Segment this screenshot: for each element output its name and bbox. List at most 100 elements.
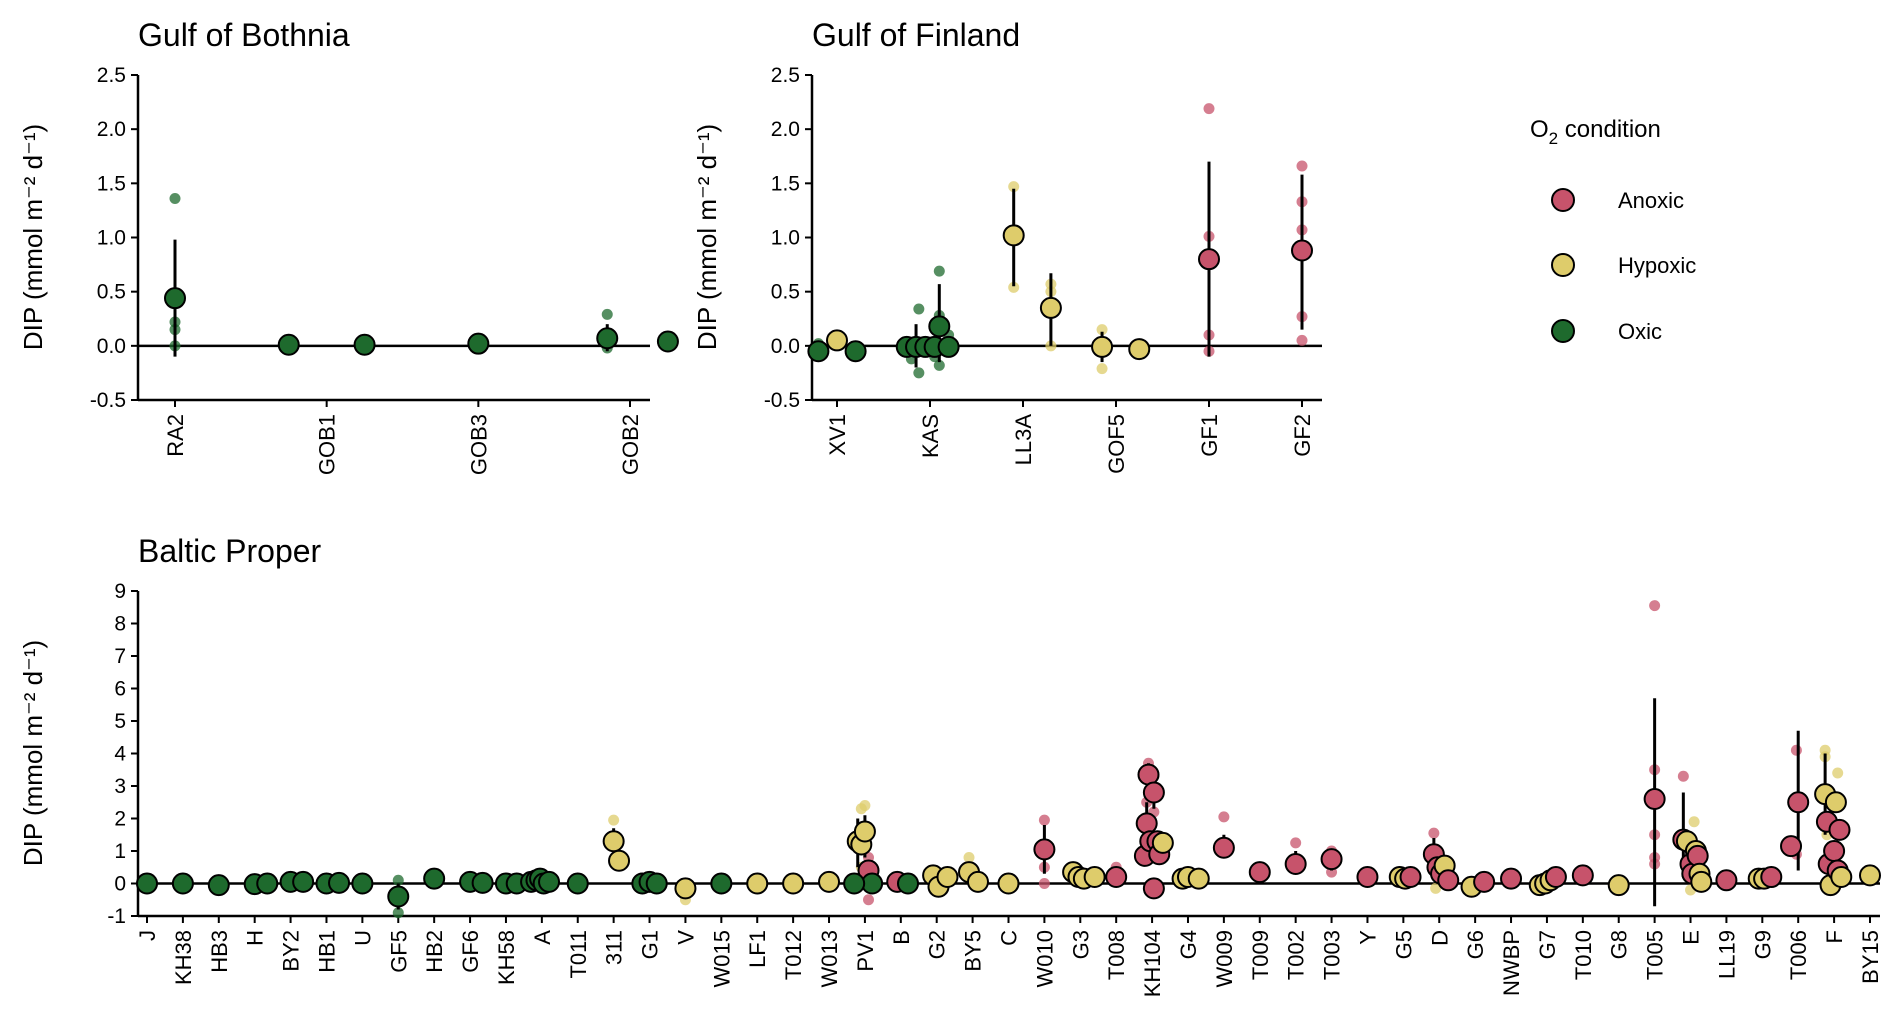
mean-point: [1135, 812, 1158, 835]
mean-point: [1142, 781, 1165, 804]
mean-point: [1284, 853, 1307, 875]
x-tick-label: G5: [1391, 930, 1416, 959]
mean-point: [1291, 239, 1313, 262]
x-tick-label: G6: [1463, 930, 1488, 959]
replicate-point: [933, 359, 945, 371]
mean-point: [1212, 836, 1235, 859]
legend-entry-anoxic: Anoxic: [1551, 188, 1684, 213]
mean-point: [843, 872, 866, 895]
mean-point: [292, 870, 315, 893]
mean-point: [1198, 248, 1220, 271]
y-axis-label: DIP (mmol m⁻² d⁻¹): [18, 640, 48, 866]
mean-point: [596, 327, 619, 350]
mean-point: [1830, 866, 1853, 888]
legend-swatch-hypoxic: [1551, 253, 1575, 277]
replicate-point: [608, 814, 620, 826]
mean-point: [1500, 867, 1523, 890]
x-tick-label: G8: [1607, 930, 1632, 959]
x-tick-label: KH58: [494, 930, 519, 985]
y-tick-label: 3: [114, 775, 126, 798]
mean-point: [1643, 788, 1666, 810]
legend-label: Oxic: [1618, 319, 1662, 344]
mean-point: [353, 333, 376, 356]
y-tick-label: 8: [114, 613, 126, 636]
y-tick-label: -0.5: [764, 389, 800, 412]
replicate-point: [1430, 882, 1442, 894]
replicate-point: [1096, 324, 1108, 336]
mean-point: [351, 872, 374, 895]
x-tick-label: T009: [1248, 930, 1273, 980]
mean-point: [782, 872, 805, 895]
y-tick-label: 1: [114, 840, 126, 863]
mean-point: [1686, 844, 1709, 867]
mean-point: [207, 874, 230, 897]
replicate-point: [1296, 334, 1308, 346]
x-tick-label: W015: [709, 930, 734, 987]
y-tick-label: 1.5: [771, 172, 800, 195]
mean-point: [277, 333, 300, 356]
replicate-point: [601, 308, 613, 320]
replicate-point: [963, 852, 975, 863]
mean-point: [608, 849, 631, 872]
mean-point: [1544, 866, 1567, 888]
x-tick-label: GF6: [458, 930, 483, 973]
replicate-point: [1790, 744, 1802, 756]
legend: O2 condition Anoxic Hypoxic Oxic: [1530, 116, 1696, 344]
mean-point: [1320, 848, 1343, 871]
x-tick-label: H: [243, 930, 268, 946]
x-tick-label: GOB3: [466, 414, 491, 475]
y-tick-label: 2.5: [97, 64, 126, 87]
x-tick-label: G9: [1750, 930, 1775, 959]
mean-point: [566, 872, 589, 895]
legend-entry-oxic: Oxic: [1551, 319, 1662, 344]
y-tick-label: 5: [114, 710, 126, 733]
x-tick-label: E: [1679, 930, 1704, 945]
y-axis-label: DIP (mmol m⁻² d⁻¹): [18, 124, 48, 350]
x-tick-label: B: [889, 930, 914, 945]
x-tick-label: GF5: [386, 930, 411, 973]
mean-point: [602, 830, 625, 853]
mean-point: [1690, 870, 1713, 893]
mean-point: [1187, 867, 1210, 890]
panel-title: Gulf of Bothnia: [138, 17, 350, 53]
x-tick-label: V: [673, 930, 698, 945]
panel-title: Gulf of Finland: [812, 17, 1020, 53]
replicate-point: [1218, 811, 1230, 823]
x-tick-label: GOB2: [618, 414, 643, 475]
mean-point: [1437, 869, 1460, 892]
x-tick-label: GOB1: [315, 414, 340, 475]
mean-point: [164, 287, 186, 310]
mean-point: [136, 872, 158, 895]
replicate-point: [1008, 181, 1020, 193]
x-tick-label: A: [530, 930, 555, 945]
x-tick-label: XV1: [825, 414, 850, 456]
y-tick-label: 1.5: [97, 172, 126, 195]
mean-point: [1607, 874, 1630, 897]
x-tick-label: T003: [1320, 930, 1345, 980]
x-tick-label: T006: [1786, 930, 1811, 980]
replicate-point: [1832, 767, 1844, 779]
x-tick-label: D: [1427, 930, 1452, 946]
x-tick-label: RA2: [163, 414, 188, 457]
x-tick-label: T008: [1104, 930, 1129, 980]
x-tick-label: LL3A: [1011, 414, 1036, 466]
mean-point: [1039, 296, 1062, 319]
x-tick-label: G7: [1535, 930, 1560, 959]
y-tick-label: 2.0: [97, 118, 126, 141]
replicate-point: [913, 367, 925, 379]
replicate-point: [1677, 770, 1689, 782]
x-tick-label: G1: [638, 930, 663, 959]
x-tick-label: T012: [781, 930, 806, 980]
replicate-point: [933, 265, 945, 277]
mean-point: [1248, 861, 1271, 884]
replicate-point: [1290, 837, 1302, 849]
x-tick-label: KH38: [171, 930, 196, 985]
mean-point: [328, 871, 351, 894]
panel-baltic-proper: Baltic Proper -1 0 1 2 3 4 5 6 7 8 9 J KH38 HB3 H BY2 HB…: [18, 533, 1883, 997]
panel-title: Baltic Proper: [138, 533, 322, 569]
x-tick-label: T011: [566, 930, 591, 979]
y-tick-label: 0.0: [97, 335, 126, 358]
mean-point: [538, 870, 561, 893]
y-tick-label: 2: [114, 808, 126, 831]
